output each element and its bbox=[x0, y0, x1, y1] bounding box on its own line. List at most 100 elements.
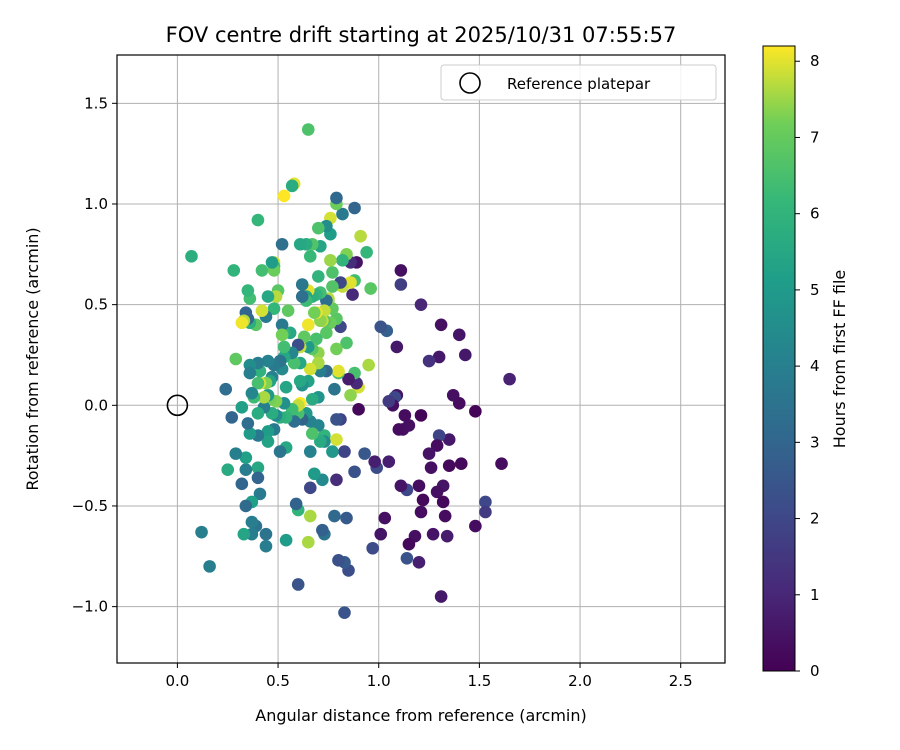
scatter-point bbox=[273, 445, 287, 458]
scatter-point bbox=[338, 606, 351, 619]
scatter-point bbox=[414, 505, 428, 519]
scatter-point bbox=[360, 245, 373, 259]
scatter-point bbox=[436, 495, 450, 509]
scatter-point bbox=[303, 509, 317, 523]
scatter-point bbox=[352, 403, 365, 416]
scatter-point bbox=[301, 535, 315, 549]
chart-title: FOV centre drift starting at 2025/10/31 … bbox=[166, 23, 677, 47]
scatter-point bbox=[330, 191, 343, 205]
scatter-point bbox=[479, 495, 492, 509]
y-axis-label: Rotation from reference (arcmin) bbox=[23, 227, 42, 490]
scatter-point bbox=[287, 356, 301, 370]
scatter-point bbox=[285, 179, 299, 193]
scatter-point bbox=[422, 447, 436, 460]
colorbar-tick-label: 1 bbox=[810, 586, 820, 604]
scatter-point bbox=[392, 423, 406, 436]
scatter-point bbox=[354, 229, 367, 243]
scatter-point bbox=[479, 505, 492, 519]
scatter-point bbox=[412, 479, 426, 493]
scatter-point bbox=[251, 376, 265, 390]
x-axis-ticks: 0.0 0.5 1.0 1.5 2.0 2.5 bbox=[165, 663, 693, 690]
colorbar-label: Hours from first FF file bbox=[830, 270, 849, 449]
scatter-point bbox=[458, 348, 472, 362]
y-tick-label: 0.5 bbox=[84, 296, 108, 314]
colorbar-tick-label: 5 bbox=[810, 281, 820, 299]
scatter-point bbox=[303, 445, 317, 458]
legend: Reference platepar bbox=[440, 64, 717, 101]
y-tick-label: −1.0 bbox=[72, 598, 108, 616]
scatter-point bbox=[239, 451, 253, 464]
scatter-points bbox=[185, 123, 516, 619]
scatter-point bbox=[312, 270, 325, 283]
scatter-point bbox=[253, 487, 267, 501]
scatter-point bbox=[227, 264, 241, 277]
reference-platepar-marker bbox=[166, 394, 189, 417]
scatter-point bbox=[257, 390, 271, 404]
scatter-point bbox=[259, 539, 273, 553]
scatter-point bbox=[303, 250, 317, 263]
scatter-point bbox=[469, 519, 482, 533]
scatter-point bbox=[291, 578, 305, 591]
scatter-point bbox=[434, 590, 448, 603]
scatter-point bbox=[221, 463, 235, 477]
scatter-point bbox=[225, 411, 239, 424]
scatter-point bbox=[295, 290, 309, 303]
scatter-point bbox=[251, 213, 265, 227]
scatter-point bbox=[382, 455, 396, 468]
y-tick-label: 1.5 bbox=[84, 94, 108, 112]
scatter-point bbox=[469, 405, 482, 418]
scatter-point bbox=[229, 352, 243, 366]
scatter-point bbox=[336, 254, 349, 267]
scatter-point bbox=[305, 427, 319, 440]
scatter-point bbox=[328, 382, 341, 396]
scatter-point bbox=[340, 336, 353, 350]
scatter-point bbox=[362, 358, 375, 372]
scatter-point bbox=[390, 340, 404, 354]
legend-marker-open-circle bbox=[459, 72, 481, 94]
x-tick-label: 0.5 bbox=[266, 672, 290, 690]
colorbar-ticks: 0 1 2 3 4 5 6 7 8 bbox=[795, 52, 820, 680]
scatter-point bbox=[412, 556, 426, 569]
scatter-point bbox=[305, 392, 319, 406]
scatter-point bbox=[348, 465, 361, 479]
plot-frame bbox=[116, 54, 726, 664]
scatter-point bbox=[293, 237, 307, 251]
scatter-point bbox=[432, 429, 446, 442]
scatter-point bbox=[358, 447, 371, 460]
scatter-point bbox=[261, 435, 275, 448]
scatter-point bbox=[265, 256, 279, 269]
scatter-point bbox=[374, 320, 388, 334]
legend-label-reference-platepar: Reference platepar bbox=[507, 75, 651, 93]
scatter-point bbox=[330, 433, 343, 446]
scatter-point bbox=[432, 350, 446, 364]
scatter-point bbox=[185, 250, 198, 263]
scatter-point bbox=[328, 509, 341, 523]
scatter-point bbox=[440, 529, 454, 543]
scatter-point bbox=[275, 318, 289, 332]
scatter-point bbox=[303, 362, 317, 376]
scatter-point bbox=[414, 298, 428, 311]
scatter-point bbox=[279, 380, 293, 394]
scatter-point bbox=[301, 318, 315, 332]
scatter-point bbox=[342, 372, 355, 386]
scatter-point bbox=[394, 479, 408, 493]
scatter-point bbox=[382, 394, 396, 408]
scatter-point bbox=[293, 374, 307, 388]
scatter-point bbox=[368, 455, 381, 468]
scatter-point bbox=[430, 485, 444, 499]
scatter-point bbox=[255, 304, 269, 317]
scatter-point bbox=[303, 481, 317, 495]
legend-box bbox=[440, 64, 717, 101]
scatter-point bbox=[348, 201, 361, 215]
scatter-point bbox=[314, 435, 327, 448]
x-axis-label: Angular distance from reference (arcmin) bbox=[255, 706, 586, 725]
scatter-point bbox=[416, 493, 430, 507]
scatter-point bbox=[235, 401, 249, 414]
scatter-point bbox=[245, 515, 259, 529]
scatter-point bbox=[442, 459, 456, 473]
x-tick-label: 1.5 bbox=[467, 672, 491, 690]
scatter-point bbox=[366, 541, 379, 555]
scatter-point bbox=[251, 461, 265, 475]
scatter-point bbox=[326, 266, 339, 279]
scatter-point bbox=[442, 433, 456, 446]
